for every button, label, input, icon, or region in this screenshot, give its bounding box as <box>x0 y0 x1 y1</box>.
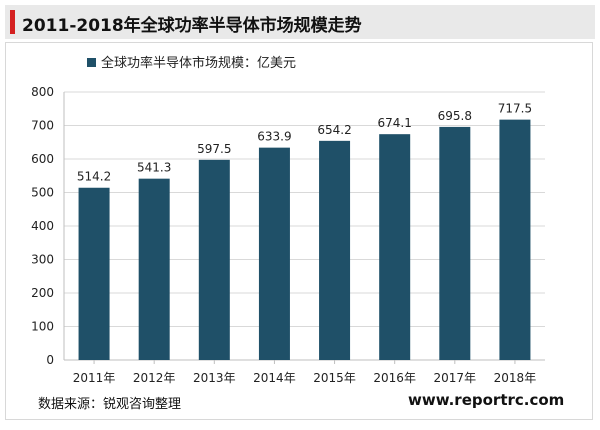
legend-label: 全球功率半导体市场规模：亿美元 <box>101 55 296 71</box>
y-tick-label: 600 <box>31 152 54 166</box>
x-tick-label: 2018年 <box>494 371 537 385</box>
y-tick-label: 200 <box>31 286 54 300</box>
bar <box>258 147 290 360</box>
bar <box>138 178 170 360</box>
x-tick-label: 2017年 <box>434 371 477 385</box>
legend-swatch <box>87 58 96 67</box>
y-tick-label: 500 <box>31 186 54 200</box>
x-tick-label: 2016年 <box>373 371 416 385</box>
x-tick-label: 2013年 <box>193 371 236 385</box>
bar <box>319 140 351 360</box>
data-label: 597.5 <box>197 142 231 156</box>
data-label: 633.9 <box>257 130 291 144</box>
data-label: 717.5 <box>498 102 532 116</box>
data-label: 674.1 <box>378 116 412 130</box>
y-tick-label: 800 <box>31 85 54 99</box>
x-tick-label: 2014年 <box>253 371 296 385</box>
x-tick-label: 2011年 <box>73 371 116 385</box>
x-tick-label: 2015年 <box>313 371 356 385</box>
website-url: www.reportrc.com <box>408 391 565 409</box>
y-tick-label: 400 <box>31 219 54 233</box>
y-tick-label: 0 <box>46 353 54 367</box>
data-source-note: 数据来源：锐观咨询整理 <box>38 397 182 412</box>
data-label: 514.2 <box>77 170 111 184</box>
title-accent-bar <box>10 10 15 34</box>
x-tick-label: 2012年 <box>133 371 176 385</box>
bar <box>439 126 471 360</box>
data-label: 541.3 <box>137 161 171 175</box>
page-title: 2011-2018年全球功率半导体市场规模走势 <box>22 16 362 36</box>
title-bar <box>5 5 595 39</box>
bar <box>499 119 531 360</box>
y-tick-label: 700 <box>31 119 54 133</box>
bar <box>78 187 110 360</box>
bar <box>379 134 411 360</box>
bar <box>198 159 230 360</box>
y-tick-label: 100 <box>31 320 54 334</box>
data-label: 654.2 <box>317 123 351 137</box>
y-tick-label: 300 <box>31 253 54 267</box>
data-label: 695.8 <box>438 109 472 123</box>
